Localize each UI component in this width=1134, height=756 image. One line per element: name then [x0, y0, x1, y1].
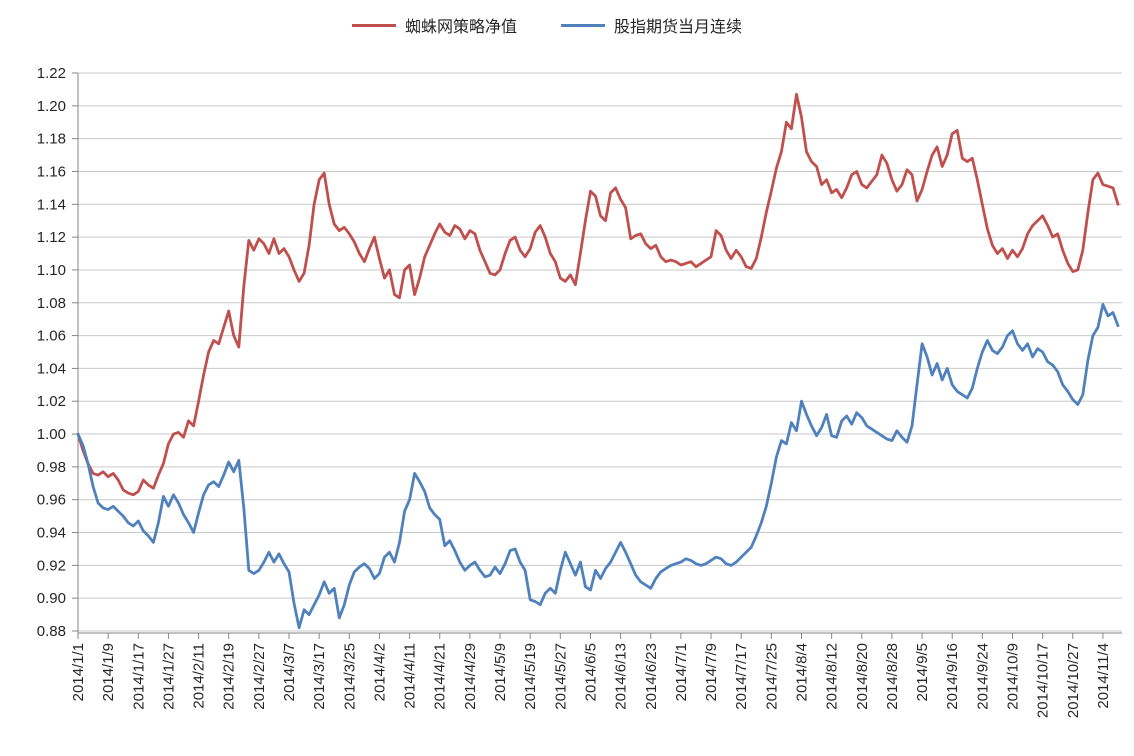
x-axis-tick-label: 2014/9/5 — [914, 643, 931, 701]
y-axis-tick-label: 1.06 — [37, 328, 66, 345]
x-axis-tick-label: 2014/6/23 — [643, 643, 660, 710]
x-axis-tick-label: 2014/7/25 — [763, 643, 780, 710]
y-axis-tick-label: 1.12 — [37, 229, 66, 246]
y-axis-tick-label: 1.10 — [37, 262, 66, 279]
x-axis-tick-label: 2014/8/20 — [854, 643, 871, 710]
x-axis-tick-label: 2014/3/25 — [341, 643, 358, 710]
x-axis-tick-label: 2014/2/11 — [191, 643, 208, 709]
y-axis-tick-label: 1.00 — [37, 426, 66, 443]
y-axis-tick-label: 1.02 — [37, 393, 66, 410]
x-axis-tick-label: 2014/7/9 — [703, 643, 720, 701]
x-axis-tick-label: 2014/4/21 — [432, 643, 449, 710]
x-axis-tick-label: 2014/2/19 — [221, 643, 238, 710]
y-axis-tick-label: 0.94 — [37, 525, 66, 542]
x-axis-tick-label: 2014/1/1 — [70, 643, 87, 701]
y-axis-tick-label: 1.04 — [37, 360, 66, 377]
y-axis-tick-label: 1.14 — [37, 196, 66, 213]
x-axis-tick-label: 2014/1/27 — [160, 643, 177, 710]
x-axis-tick-label: 2014/5/19 — [522, 643, 539, 710]
y-axis-tick-label: 1.22 — [37, 65, 66, 82]
x-axis-tick-label: 2014/3/7 — [281, 643, 298, 701]
y-axis-tick-label: 0.92 — [37, 557, 66, 574]
series-line-futures — [76, 302, 1120, 630]
series-line-strategy — [76, 92, 1120, 497]
y-axis-tick-label: 1.16 — [37, 163, 66, 180]
x-axis-tick-label: 2014/7/1 — [673, 643, 690, 701]
x-axis-tick-label: 2014/3/17 — [311, 643, 328, 710]
x-axis-tick-label: 2014/2/27 — [251, 643, 268, 710]
x-axis-tick-label: 2014/1/9 — [100, 643, 117, 701]
x-axis-tick-label: 2014/10/27 — [1065, 643, 1082, 718]
x-axis-tick-label: 2014/9/16 — [944, 643, 961, 710]
x-axis-tick-label: 2014/11/4 — [1095, 643, 1112, 709]
x-axis-tick-label: 2014/8/28 — [884, 643, 901, 710]
x-axis-tick-label: 2014/4/29 — [462, 643, 479, 710]
y-axis-tick-label: 1.08 — [37, 295, 66, 312]
y-axis-tick-label: 1.20 — [37, 98, 66, 115]
x-axis-tick-label: 2014/4/11 — [402, 643, 419, 709]
x-axis-tick-label: 2014/5/27 — [552, 643, 569, 710]
x-axis-tick-label: 2014/8/12 — [824, 643, 841, 710]
x-axis-tick-label: 2014/10/17 — [1035, 643, 1052, 718]
x-axis-tick-label: 2014/1/17 — [130, 643, 147, 710]
x-axis-tick-label: 2014/10/9 — [1004, 643, 1021, 710]
x-axis-tick-label: 2014/5/9 — [492, 643, 509, 701]
x-axis-tick-label: 2014/6/13 — [613, 643, 630, 710]
x-axis-tick-label: 2014/4/2 — [371, 643, 388, 701]
y-axis-tick-label: 1.18 — [37, 131, 66, 148]
y-axis-tick-label: 0.88 — [37, 623, 66, 640]
x-axis-tick-label: 2014/8/4 — [793, 643, 810, 701]
y-axis-tick-label: 0.98 — [37, 459, 66, 476]
x-axis-tick-label: 2014/9/24 — [974, 643, 991, 710]
y-axis-tick-label: 0.96 — [37, 492, 66, 509]
y-axis-tick-label: 0.90 — [37, 590, 66, 607]
x-axis-tick-label: 2014/6/5 — [582, 643, 599, 701]
x-axis-tick-label: 2014/7/17 — [733, 643, 750, 710]
